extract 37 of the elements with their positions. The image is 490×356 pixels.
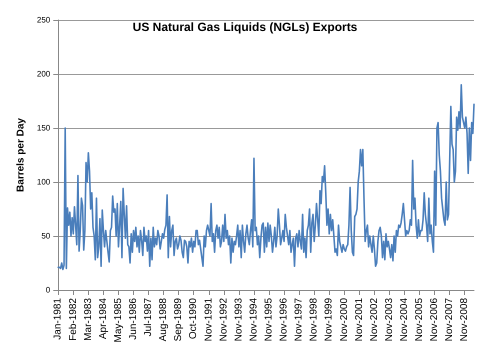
y-tick-label: 150 xyxy=(36,124,51,132)
x-tick-label: Nov-2002 xyxy=(368,298,380,342)
x-tick-label: Nov-1994 xyxy=(248,298,260,342)
x-tick-label: Nov-2005 xyxy=(414,298,426,342)
x-tick-label: Nov-2008 xyxy=(459,298,470,342)
x-tick-label: Nov-1998 xyxy=(308,298,320,342)
x-tick-label: Aug-1988 xyxy=(158,298,170,342)
x-tick-label: Nov-2006 xyxy=(429,298,440,342)
x-tick-label: Oct-1990 xyxy=(188,298,200,340)
chart-title: US Natural Gas Liquids (NGLs) Exports xyxy=(132,20,358,34)
x-tick-label: Nov-1999 xyxy=(324,298,335,342)
x-tick-label: Nov-2003 xyxy=(384,298,395,342)
x-tick-label: Nov-1995 xyxy=(264,298,275,342)
x-tick-label: Nov-2007 xyxy=(444,298,456,342)
y-tick-label: 100 xyxy=(36,178,51,186)
x-tick-label: Feb-1982 xyxy=(68,298,79,341)
line-series xyxy=(57,84,475,270)
x-tick-label: Nov-1996 xyxy=(278,298,290,342)
x-tick-label: Nov-1992 xyxy=(218,298,230,342)
x-tick-label: Nov-1991 xyxy=(203,298,214,342)
y-tick-label: 0 xyxy=(46,286,51,294)
x-tick-label: May-1985 xyxy=(112,298,124,342)
y-tick-label: 200 xyxy=(36,70,51,78)
x-tick-label: Nov-2001 xyxy=(354,298,365,342)
x-tick-label: Apr-1984 xyxy=(98,298,109,340)
x-tick-label: Jan-1981 xyxy=(52,298,64,340)
x-tick-label: Sep-1989 xyxy=(173,298,184,342)
y-tick-label: 250 xyxy=(36,16,51,24)
x-tick-label: Jul-1987 xyxy=(143,298,154,336)
x-tick-label: Nov-2004 xyxy=(399,298,410,342)
x-tick-label: Nov-2000 xyxy=(338,298,350,342)
x-tick-label: Jun-1986 xyxy=(128,298,140,340)
y-axis-title: Barrels per Day xyxy=(16,118,26,192)
x-tick-label: Nov-1997 xyxy=(294,298,305,342)
x-tick-label: Mar-1983 xyxy=(82,298,94,341)
y-tick-label: 50 xyxy=(41,232,51,240)
x-tick-label: Nov-1993 xyxy=(233,298,244,342)
